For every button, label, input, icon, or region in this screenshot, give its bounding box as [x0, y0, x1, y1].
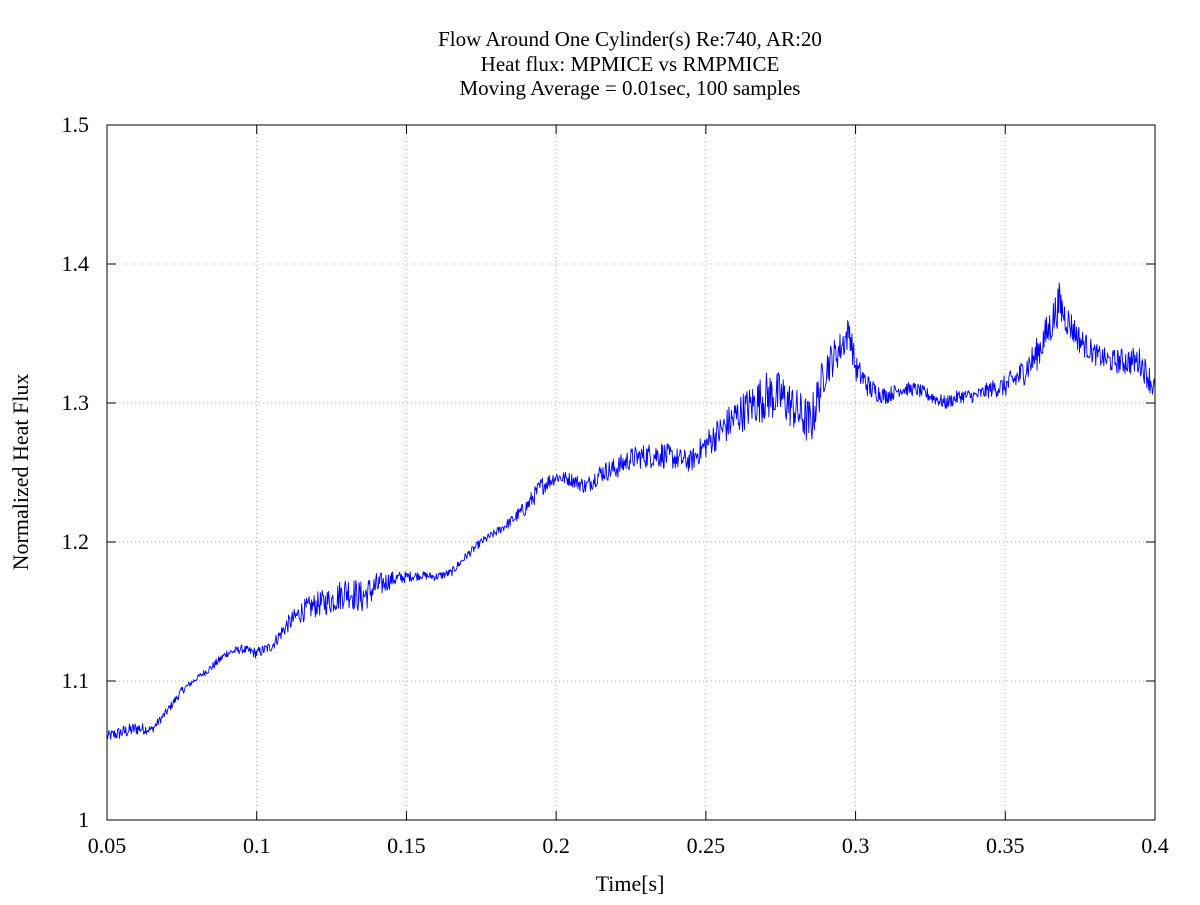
x-tick-label: 0.05: [88, 833, 127, 858]
axis-ticks: 0.05 0.1 0.15 0.2 0.25 0.3 0.35 0.4 1 1.1 1.2 1.3 1.…: [62, 112, 1169, 858]
x-tick-label: 0.4: [1141, 833, 1169, 858]
y-tick-label: 1.4: [62, 251, 90, 276]
x-tick-label: 0.2: [542, 833, 570, 858]
series-layer: [106, 282, 1156, 740]
x-axis-label: Time[s]: [596, 871, 665, 896]
x-tick-label: 0.15: [387, 833, 426, 858]
y-tick-label: 1.2: [62, 529, 90, 554]
x-tick-label: 0.3: [842, 833, 870, 858]
plot-frame: [106, 124, 1156, 821]
x-tick-label: 0.25: [687, 833, 726, 858]
x-tick-label: 0.35: [986, 833, 1025, 858]
chart-title: Flow Around One Cylinder(s) Re:740, AR:2…: [438, 27, 822, 100]
chart-title-line-2: Heat flux: MPMICE vs RMPMICE: [481, 52, 780, 76]
x-tick-label: 0.1: [243, 833, 271, 858]
y-tick-label: 1.5: [62, 112, 90, 137]
y-axis-label: Normalized Heat Flux: [8, 374, 33, 571]
chart-title-line-3: Moving Average = 0.01sec, 100 samples: [460, 76, 801, 100]
grid-lines: [107, 125, 1155, 820]
y-tick-label: 1: [78, 807, 89, 832]
y-tick-label: 1.3: [62, 390, 90, 415]
series-line: [106, 282, 1156, 740]
chart-title-line-1: Flow Around One Cylinder(s) Re:740, AR:2…: [438, 27, 822, 51]
y-tick-label: 1.1: [62, 668, 90, 693]
